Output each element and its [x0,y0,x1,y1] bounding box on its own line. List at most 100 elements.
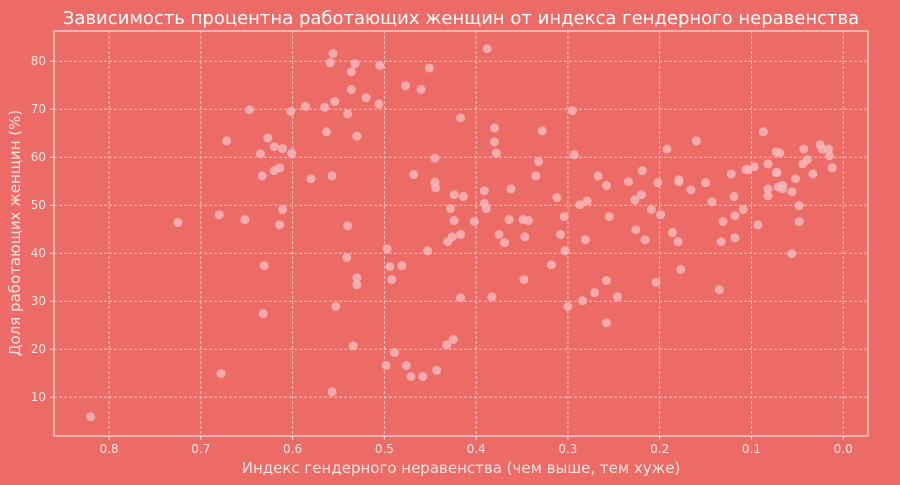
data-point [275,220,285,230]
data-point [442,340,452,350]
data-point [775,148,785,158]
data-point [523,216,533,226]
data-point [729,192,739,202]
data-point [808,169,818,179]
data-point [730,211,740,221]
data-point [374,99,384,109]
data-point [387,275,397,285]
data-point [382,244,392,254]
data-point [375,61,385,71]
x-tick-label: 0.3 [558,442,577,456]
data-point [278,144,288,154]
data-point [479,186,489,196]
data-point [612,292,622,302]
data-point [269,142,279,152]
data-point [552,193,562,203]
data-point [431,183,441,193]
data-point [691,136,701,146]
x-axis-ticks: 0.8 0.7 0.6 0.5 0.4 0.3 0.2 0.1 0.0 [100,436,853,456]
data-point [361,93,371,103]
data-point [686,185,696,195]
data-point [758,127,768,137]
data-point [346,67,356,77]
data-point [537,126,547,136]
data-point [447,232,457,242]
data-point [400,81,410,91]
data-point [275,163,285,173]
data-point [481,204,491,214]
data-point [330,97,340,107]
data-point [520,232,530,242]
data-point [328,49,338,59]
data-point [519,275,529,285]
x-tick-label: 0.6 [283,442,302,456]
data-point [772,168,782,178]
data-point [623,177,633,187]
data-point [327,171,337,181]
y-tick-label: 60 [31,150,46,164]
data-point [322,127,332,137]
data-point [449,190,459,200]
data-point [763,191,773,201]
data-point [718,217,728,227]
data-point [257,171,267,181]
data-point [456,293,466,303]
data-point [432,365,442,375]
data-point [350,59,360,69]
data-point [430,153,440,163]
data-point [817,144,827,154]
data-point [580,235,590,245]
data-point [676,264,686,274]
data-point [506,184,516,194]
data-point [401,360,411,370]
data-point [749,162,759,172]
data-point [258,309,268,319]
data-point [500,238,510,248]
data-point [352,280,362,290]
data-point [409,169,419,179]
data-point [601,276,611,286]
data-point [424,63,434,73]
data-point [568,106,578,116]
data-point [640,235,650,245]
data-point [636,190,646,200]
data-point [240,215,250,225]
data-point [827,163,837,173]
data-point [707,197,717,207]
data-point [286,107,296,117]
y-tick-label: 10 [31,390,46,404]
data-point [214,210,224,220]
data-point [738,205,748,215]
data-point [651,277,661,287]
data-point [531,171,541,181]
data-point [726,169,736,179]
data-point [763,159,773,169]
data-point [449,216,459,226]
data-point [259,261,269,271]
data-point [714,285,724,295]
data-point [802,155,812,165]
data-point [534,157,544,167]
data-point [255,149,265,159]
data-point [546,260,556,270]
data-point [673,237,683,247]
data-point [263,133,273,143]
y-axis-label: Доля работающих женщин (%) [6,110,24,356]
data-point [343,109,353,119]
y-tick-label: 80 [31,54,46,68]
data-point [216,369,226,379]
x-tick-label: 0.5 [375,442,394,456]
y-tick-label: 50 [31,198,46,212]
data-point [325,58,335,68]
data-point [456,229,466,239]
data-point [578,296,588,306]
plot-frame [53,30,869,437]
data-point [601,181,611,191]
data-point [730,233,740,243]
data-point [278,205,288,215]
data-point [794,217,804,227]
data-point [504,215,514,225]
data-point [653,178,663,188]
data-point [824,144,834,154]
data-point [423,246,433,256]
